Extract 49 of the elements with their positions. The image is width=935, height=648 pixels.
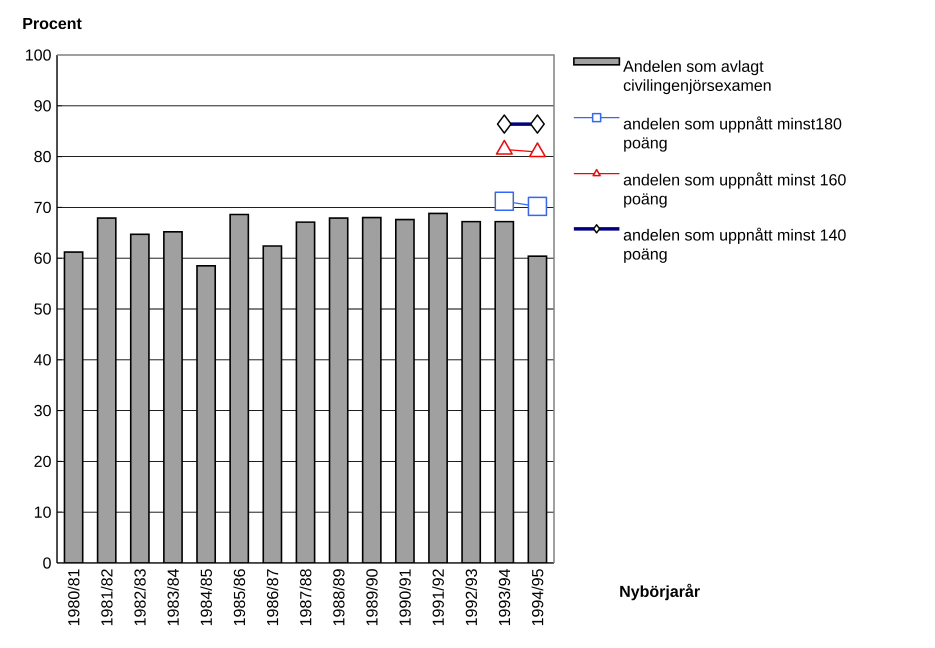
bar	[130, 234, 149, 563]
bar	[362, 218, 381, 563]
y-tick-label: 50	[34, 303, 51, 315]
point	[494, 192, 514, 212]
y-tick-label: 90	[34, 100, 51, 112]
x-tick-label: 1983/84	[167, 569, 179, 626]
bar	[196, 266, 216, 563]
x-axis-title: Nybörjarår	[620, 584, 700, 600]
legend-label: Andelen som avlagt civilingenjörsexamen	[623, 60, 771, 94]
x-tick-label: 1987/88	[300, 569, 312, 626]
point	[528, 196, 548, 216]
x-tick-label: 1985/86	[233, 569, 246, 626]
legend-label: andelen som uppnått minst180 poäng	[624, 116, 842, 152]
x-tick-label: 1991/92	[432, 569, 444, 626]
bar	[396, 220, 414, 563]
y-tick-label: 70	[34, 202, 51, 214]
bar	[330, 218, 348, 563]
x-tick-label: 1986/87	[266, 569, 278, 626]
y-tick-label: 10	[34, 506, 51, 518]
y-tick-label: 20	[34, 456, 51, 468]
x-tick-label: 1988/89	[332, 569, 345, 626]
bar	[64, 252, 83, 563]
bar	[495, 222, 514, 563]
y-tick-label: 40	[34, 354, 51, 366]
y-tick-label: 80	[34, 150, 51, 162]
x-tick-label: 1992/93	[465, 569, 478, 626]
x-tick-label: 1982/83	[134, 569, 146, 626]
x-tick-label: 1994/95	[532, 569, 544, 626]
x-tick-label: 1989/90	[366, 569, 378, 626]
x-tick-label: 1993/94	[498, 569, 510, 626]
y-tick-label: 60	[34, 252, 51, 264]
y-tick-label: 30	[34, 404, 51, 416]
y-axis-title: Procent	[23, 18, 82, 30]
bar	[230, 214, 248, 563]
legend-label: andelen som uppnått minst 160 poäng	[624, 172, 846, 208]
bar	[528, 255, 548, 563]
bar	[263, 246, 282, 563]
legend-label: andelen som uppnått minst 140 poäng	[624, 228, 846, 263]
y-tick-label: 0	[43, 557, 51, 569]
x-tick-label: 1984/85	[200, 569, 212, 626]
bar	[98, 218, 116, 563]
bar	[164, 232, 182, 563]
y-tick-label: 100	[26, 49, 51, 61]
bar	[296, 222, 315, 563]
x-tick-label: 1980/81	[68, 569, 80, 626]
bar	[462, 222, 480, 563]
x-tick-label: 1981/82	[100, 569, 113, 626]
bar	[428, 213, 448, 563]
x-tick-label: 1990/91	[399, 569, 411, 626]
